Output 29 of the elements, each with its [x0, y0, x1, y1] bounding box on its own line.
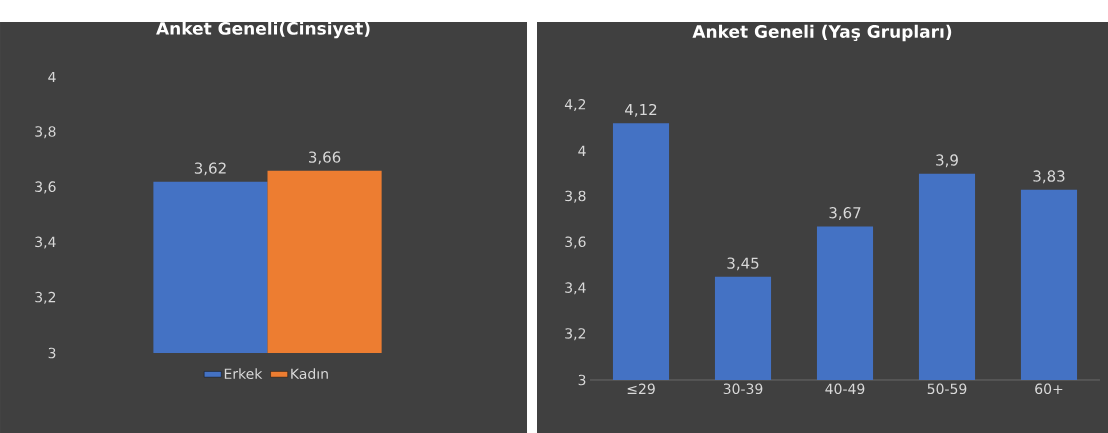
y-tick-label: 3 [578, 374, 586, 386]
y-tick-label: 3,2 [35, 291, 56, 304]
x-tick-label: 30-39 [723, 383, 763, 395]
data-label: 3,45 [727, 257, 759, 271]
data-label: 3,62 [194, 162, 226, 176]
x-tick-label: 50-59 [927, 383, 967, 395]
y-tick-label: 3,8 [35, 126, 56, 139]
y-tick-label: 3,4 [565, 282, 586, 295]
y-tick-label: 3,6 [565, 236, 586, 249]
data-label: 3,66 [309, 151, 341, 165]
legend-label: Erkek [224, 368, 263, 380]
y-tick-label: 3 [48, 347, 56, 359]
x-tick-label: ≤29 [627, 383, 655, 395]
data-label: 3,67 [829, 207, 861, 220]
legend-label: Kadın [291, 368, 328, 380]
x-tick-label: 40-49 [825, 383, 865, 395]
y-tick-label: 3,6 [35, 181, 56, 194]
y-tick-label: 4,2 [564, 98, 586, 112]
y-tick-label: 3,4 [35, 236, 56, 249]
data-label: 3,83 [1033, 170, 1065, 184]
data-label: 3,9 [936, 154, 958, 168]
data-label: 4,12 [625, 103, 657, 117]
y-tick-label: 4 [578, 145, 586, 156]
y-tick-label: 4 [48, 71, 56, 83]
x-tick-label: 60+ [1035, 383, 1063, 395]
y-tick-label: 3,8 [565, 190, 586, 203]
y-tick-label: 3,2 [565, 328, 586, 341]
chart-title: Anket Geneli(Cinsiyet) [156, 21, 370, 39]
chart-title: Anket Geneli (Yaş Grupları) [692, 24, 952, 42]
